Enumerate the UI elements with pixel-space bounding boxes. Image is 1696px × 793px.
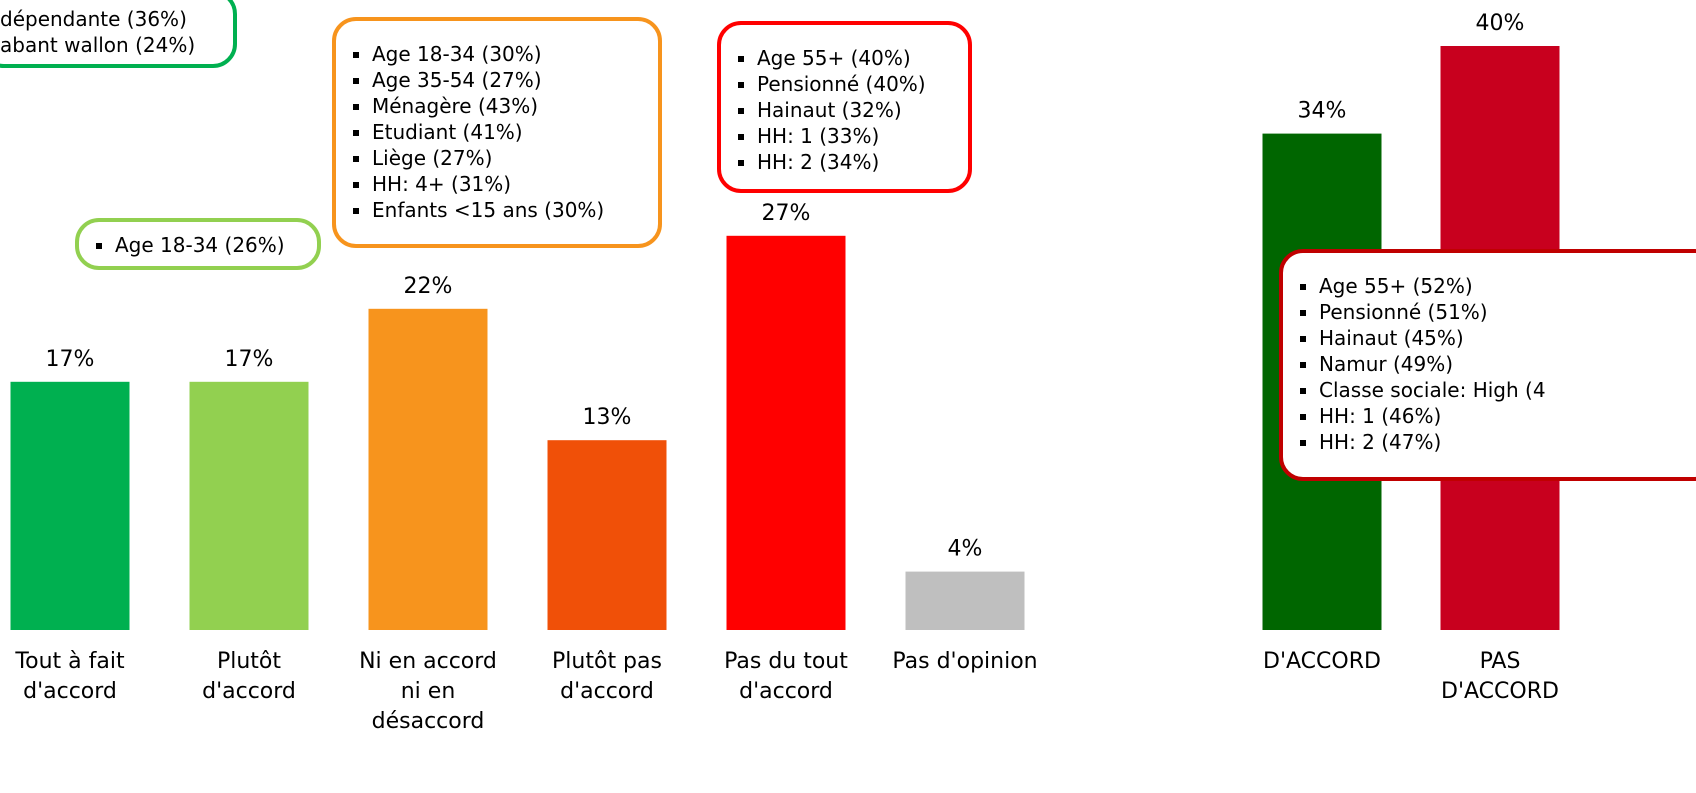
callout-line: HH: 1 (46%) [1319, 403, 1696, 429]
callout-list: Age 55+ (52%)Pensionné (51%)Hainaut (45%… [1293, 273, 1696, 455]
callout-line: Pensionné (40%) [757, 71, 968, 97]
bar [547, 440, 667, 630]
callout-line: Liège (27%) [372, 145, 658, 171]
callout-line: Age 55+ (40%) [757, 45, 968, 71]
category-label: Pas du tout d'accord [724, 649, 848, 704]
callout-line: Age 18-34 (30%) [372, 41, 658, 67]
value-label: 4% [948, 537, 983, 562]
callout: Age 18-34 (30%)Age 35-54 (27%)Ménagère (… [332, 17, 662, 248]
callout: Age 55+ (52%)Pensionné (51%)Hainaut (45%… [1279, 249, 1696, 481]
category-label: Ni en accord ni en désaccord [359, 649, 497, 734]
callout-line: Namur (49%) [1319, 351, 1696, 377]
category-label: Plutôt d'accord [202, 649, 296, 704]
value-label: 40% [1476, 11, 1525, 36]
value-label: 34% [1298, 99, 1347, 124]
callout-line: Enfants <15 ans (30%) [372, 197, 658, 223]
bar [10, 381, 130, 630]
callout: Age 18-34 (26%) [75, 218, 321, 270]
value-label: 27% [762, 201, 811, 226]
callout: dépendante (36%) abant wallon (24%) [0, 0, 237, 68]
callout-line: Etudiant (41%) [372, 119, 658, 145]
callout-line: HH: 4+ (31%) [372, 171, 658, 197]
bar [368, 308, 488, 630]
value-label: 22% [404, 274, 453, 299]
bar [905, 571, 1025, 630]
category-label: D'ACCORD [1263, 649, 1381, 674]
callout: Age 55+ (40%)Pensionné (40%)Hainaut (32%… [717, 21, 972, 193]
category-label: Pas d'opinion [892, 649, 1038, 674]
category-label: PAS D'ACCORD [1441, 649, 1559, 704]
callout-list: Age 18-34 (30%)Age 35-54 (27%)Ménagère (… [346, 41, 658, 223]
callout-line: Age 18-34 (26%) [115, 232, 317, 258]
callout-list: Age 18-34 (26%) [89, 232, 317, 258]
callout-line: Pensionné (51%) [1319, 299, 1696, 325]
bar [189, 381, 309, 630]
category-label: Tout à fait d'accord [15, 649, 125, 704]
callout-line: Age 35-54 (27%) [372, 67, 658, 93]
callout-line: Age 55+ (52%) [1319, 273, 1696, 299]
callout-line: Hainaut (32%) [757, 97, 968, 123]
callout-line: HH: 2 (34%) [757, 149, 968, 175]
callout-line: dépendante (36%) [0, 7, 187, 31]
value-label: 17% [46, 347, 95, 372]
callout-line: HH: 1 (33%) [757, 123, 968, 149]
callout-list: dépendante (36%) abant wallon (24%) [0, 6, 233, 58]
callout-line: Hainaut (45%) [1319, 325, 1696, 351]
callout-list: Age 55+ (40%)Pensionné (40%)Hainaut (32%… [731, 45, 968, 175]
value-label: 13% [583, 405, 632, 430]
callout-line: HH: 2 (47%) [1319, 429, 1696, 455]
bar [726, 235, 846, 631]
callout-line: Ménagère (43%) [372, 93, 658, 119]
value-label: 17% [225, 347, 274, 372]
category-label: Plutôt pas d'accord [552, 649, 662, 704]
callout-line: abant wallon (24%) [0, 33, 196, 57]
callout-line: Classe sociale: High (4 [1319, 377, 1696, 403]
